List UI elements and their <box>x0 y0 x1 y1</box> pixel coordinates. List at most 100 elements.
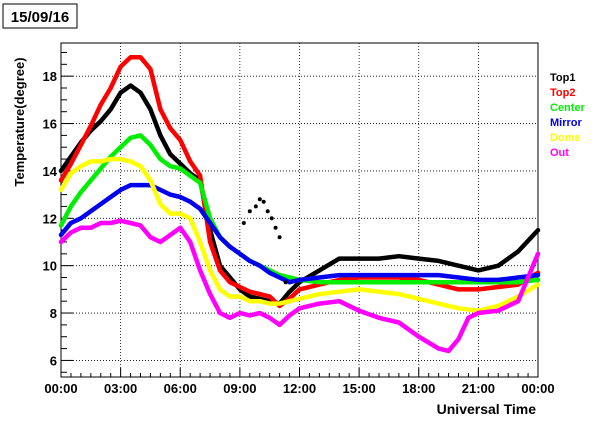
data-point-dome <box>168 211 173 216</box>
data-point-top1 <box>148 107 153 112</box>
data-point-out <box>118 218 123 223</box>
data-point-out <box>277 322 282 327</box>
x-tick-label: 18:00 <box>402 381 435 396</box>
x-tick-label: 06:00 <box>164 381 197 396</box>
data-point-mirror <box>516 275 521 280</box>
data-point-mirror <box>436 273 441 278</box>
data-point-top1 <box>128 83 133 88</box>
chart-title: 15/09/16 <box>11 9 69 26</box>
data-point-out <box>128 221 133 225</box>
data-point-out <box>436 346 441 351</box>
data-point-top2 <box>118 64 123 69</box>
data-point-top1 <box>138 90 143 95</box>
data-point-out <box>247 313 252 318</box>
data-point-top2 <box>208 240 213 244</box>
data-point-mirror <box>237 251 242 256</box>
data-point-out <box>98 221 103 225</box>
data-point-center <box>416 280 421 285</box>
data-point-center <box>377 280 381 285</box>
data-point-mirror <box>536 273 540 278</box>
y-tick-label: 16 <box>43 117 57 132</box>
data-point-center <box>68 204 73 209</box>
x-tick-label: 03:00 <box>104 381 137 396</box>
data-point-top2 <box>247 289 252 294</box>
data-point-out <box>516 299 521 304</box>
data-point-mirror <box>357 273 362 278</box>
data-point-top1 <box>377 256 381 261</box>
y-tick-label: 14 <box>43 164 58 179</box>
data-point-out <box>297 306 302 311</box>
data-point-dome <box>78 164 83 169</box>
data-point-dome <box>357 287 362 292</box>
data-point-out <box>138 223 143 228</box>
legend-entry-top1: Top1 <box>550 72 575 84</box>
data-point-dome <box>108 157 113 162</box>
data-point-out <box>78 225 83 230</box>
data-point-dome <box>277 301 282 306</box>
x-tick-label: 12:00 <box>283 381 316 396</box>
data-point-extra <box>247 209 252 214</box>
data-point-dome <box>59 187 63 192</box>
data-point-dome <box>158 202 163 207</box>
data-point-center <box>287 275 292 280</box>
data-point-top1 <box>178 161 183 166</box>
data-point-mirror <box>257 263 262 268</box>
data-point-dome <box>208 268 213 273</box>
data-point-top2 <box>138 55 143 60</box>
data-point-top1 <box>59 168 63 173</box>
series-dome <box>58 156 541 313</box>
x-tick-label: 00:00 <box>521 381 554 396</box>
data-point-extra <box>269 216 274 221</box>
data-point-out <box>198 268 203 273</box>
data-point-top2 <box>148 67 153 72</box>
data-point-center <box>536 277 540 282</box>
data-point-top2 <box>297 287 302 292</box>
data-point-mirror <box>247 258 252 263</box>
data-point-center <box>198 180 203 185</box>
data-point-top2 <box>178 138 183 143</box>
data-point-out <box>317 301 322 306</box>
data-point-out <box>456 337 461 342</box>
x-tick-label: 21:00 <box>462 381 495 396</box>
data-point-out <box>396 320 401 325</box>
data-point-mirror <box>377 273 381 278</box>
series-extra <box>241 197 288 285</box>
data-point-center <box>59 223 63 228</box>
data-point-dome <box>496 303 501 308</box>
data-point-center <box>128 135 133 140</box>
data-point-dome <box>257 299 262 304</box>
data-point-top2 <box>237 285 242 289</box>
data-point-top2 <box>257 292 262 297</box>
data-point-mirror <box>59 232 63 237</box>
data-point-out <box>466 315 471 320</box>
data-point-top1 <box>456 263 461 268</box>
data-point-dome <box>118 157 123 162</box>
data-point-dome <box>237 294 242 299</box>
data-point-top2 <box>456 287 461 292</box>
data-point-top2 <box>68 161 73 166</box>
data-point-mirror <box>168 192 173 197</box>
data-point-center <box>78 190 83 195</box>
data-point-extra <box>241 221 246 225</box>
data-point-center <box>317 280 322 285</box>
data-point-top2 <box>78 142 83 147</box>
data-point-top2 <box>267 294 272 299</box>
data-point-extra <box>265 209 270 214</box>
data-point-top2 <box>476 287 481 292</box>
data-point-mirror <box>188 199 193 204</box>
series-out <box>58 218 541 354</box>
data-point-extra <box>253 204 258 209</box>
data-point-top1 <box>98 119 103 124</box>
data-point-mirror <box>277 275 282 280</box>
data-point-top2 <box>198 173 203 178</box>
data-point-mirror <box>128 183 133 188</box>
data-point-center <box>188 173 193 178</box>
data-point-mirror <box>88 209 93 214</box>
data-point-top1 <box>436 258 441 263</box>
data-point-dome <box>88 159 93 164</box>
data-point-top1 <box>476 268 481 273</box>
data-point-mirror <box>178 195 183 199</box>
data-point-out <box>158 240 163 244</box>
data-point-mirror <box>337 273 342 278</box>
